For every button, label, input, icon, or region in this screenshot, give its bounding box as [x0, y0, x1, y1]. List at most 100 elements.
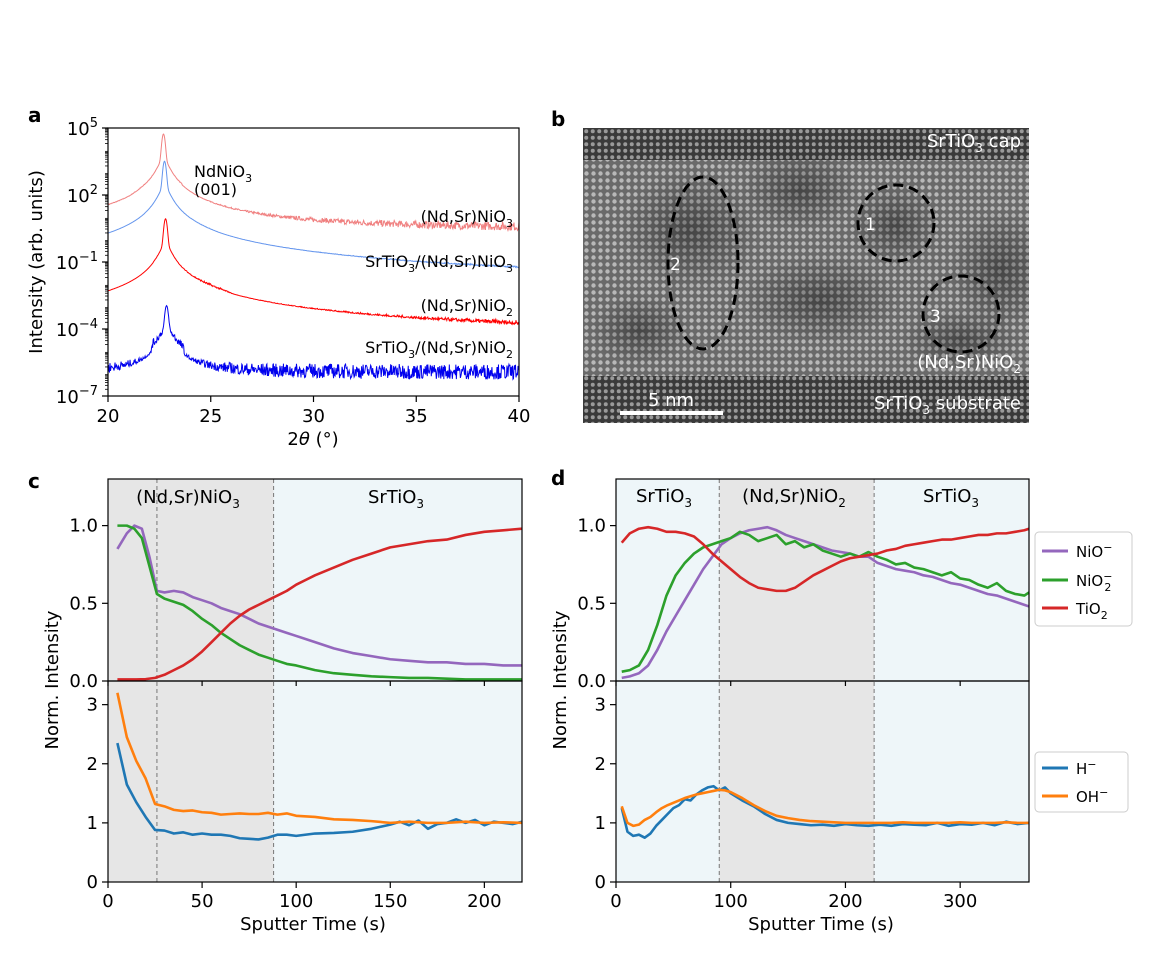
x-tick-label: 50: [191, 891, 214, 912]
panel-label-c: c: [28, 469, 40, 493]
panel-label-d: d: [551, 466, 565, 490]
x-axis-label-d: Sputter Time (s): [748, 914, 894, 935]
region-marker-1: [856, 183, 936, 263]
y-tick-label: 0.0: [577, 671, 606, 692]
y-tick-label: 0: [87, 872, 98, 893]
plot-frame-bottom: [615, 680, 1030, 883]
series-label-1: (Nd,Sr)NiO3: [421, 207, 513, 230]
series-nio2: [117, 524, 522, 681]
peak-label-line1: NdNiO3: [194, 162, 252, 185]
y-tick-label: 0.5: [577, 593, 606, 614]
series-label-3: (Nd,Sr)NiO2: [421, 296, 513, 319]
x-tick-label: 40: [508, 406, 531, 427]
xrd-series-3: [108, 217, 519, 326]
y-tick-label: 10−4: [56, 317, 98, 341]
layer-label-cap: SrTiO3 cap: [927, 131, 1021, 155]
panel-label-b: b: [551, 107, 565, 131]
x-tick-label: 25: [199, 406, 222, 427]
y-tick-label: 3: [595, 695, 606, 716]
contrast-blob: [590, 295, 690, 365]
y-tick-label: 1.0: [69, 516, 98, 537]
y-tick-label: 1: [87, 813, 98, 834]
series-tio2: [620, 525, 1030, 593]
series-nio: [116, 524, 522, 667]
x-tick-label: 30: [302, 406, 325, 427]
xrd-series-4: [108, 304, 519, 381]
y-tick-label: 10−1: [56, 250, 98, 274]
panel-label-a: a: [28, 103, 42, 127]
y-tick-label: 10−7: [56, 384, 98, 408]
region-label-d-3: SrTiO3: [923, 486, 979, 510]
y-tick-label: 0.0: [69, 671, 98, 692]
panel-b-stem-image: 1 2 3 SrTiO3 cap (Nd,Sr)NiO2 SrTiO3 subs…: [583, 128, 1029, 423]
y-axis-label-a: Intensity (arb. units): [26, 170, 47, 354]
panel-a-xrd: 20 25 30 35 40 10−7 10−4 10−1 102 105 NdNiO3 (001…: [26, 116, 530, 450]
x-tick-label: 0: [102, 891, 113, 912]
y-tick-label: 2: [87, 754, 98, 775]
contrast-blob: [950, 210, 1029, 330]
legend-bottom-d: H− OH−: [1034, 751, 1129, 813]
y-tick-label: 2: [595, 754, 606, 775]
legend-label-oh: OH−: [1076, 786, 1108, 806]
x-tick-label: 0: [610, 891, 621, 912]
region-marker-2: [666, 175, 740, 351]
x-axis-label-a: 2θ (°): [287, 429, 338, 450]
panel-d-sims: 0 100 200 300 0.0 0.5 1.0 0 1 2 3: [577, 478, 1030, 912]
contrast-blob: [850, 185, 940, 265]
legend-label-tio2: TiO2: [1075, 600, 1108, 622]
plot-frame-bottom: [107, 680, 523, 883]
axis-ticks-a: 20 25 30 35 40 10−7 10−4 10−1 102 105: [56, 116, 531, 427]
marker-label-3: 3: [930, 307, 941, 327]
contrast-blob: [900, 310, 1020, 370]
legend-top-d: NiO− NiO− 2 TiO2: [1034, 531, 1133, 627]
x-tick-label: 300: [943, 891, 977, 912]
region-label-d-1: SrTiO3: [636, 486, 692, 510]
legend-label-nio: NiO−: [1076, 541, 1112, 561]
x-tick-label: 200: [467, 891, 501, 912]
y-tick-label: 105: [67, 116, 98, 140]
y-tick-label: 0: [595, 872, 606, 893]
series-tio2: [117, 527, 523, 681]
y-tick-label: 1.0: [577, 516, 606, 537]
peak-label-line2: (001): [194, 180, 237, 199]
legend-label-h: H−: [1076, 758, 1097, 778]
layer-label-film: (Nd,Sr)NiO2: [917, 352, 1021, 376]
series-nio2: [621, 530, 1030, 673]
contrast-blob: [740, 150, 860, 230]
y-tick-label: 3: [87, 695, 98, 716]
region-marker-3: [921, 274, 1001, 354]
layer-label-substrate: SrTiO3 substrate: [874, 393, 1021, 417]
scale-bar-label: 5 nm: [648, 390, 694, 411]
series-oh: [116, 692, 523, 825]
xrd-series-1: [108, 133, 519, 233]
xrd-series-group: [108, 133, 519, 381]
series-h: [620, 784, 1030, 839]
series-label-4: SrTiO3/(Nd,Sr)NiO2: [365, 338, 513, 361]
y-tick-label: 0.5: [69, 593, 98, 614]
x-tick-label: 150: [373, 891, 407, 912]
series-oh: [620, 788, 1029, 828]
region-label-d-2: (Nd,Sr)NiO2: [742, 486, 846, 510]
contrast-blob: [620, 170, 760, 290]
series-label-2: SrTiO3/(Nd,Sr)NiO3: [365, 252, 513, 275]
x-tick-label: 100: [714, 891, 748, 912]
contrast-blob: [740, 255, 900, 345]
panel-c-sims: 0 50 100 150 200 0.0 0.5 1.0 0 1 2 3: [69, 478, 523, 912]
y-axis-label-c: Norm. Intensity: [42, 610, 63, 749]
y-tick-label: 1: [595, 813, 606, 834]
legend-label-nio2: NiO− 2: [1076, 570, 1112, 594]
x-tick-label: 20: [97, 406, 120, 427]
scale-bar: [620, 411, 723, 415]
marker-label-1: 1: [865, 215, 876, 235]
x-tick-label: 200: [828, 891, 862, 912]
y-axis-label-d: Norm. Intensity: [550, 610, 571, 749]
marker-label-2: 2: [670, 255, 681, 275]
series-nio: [621, 525, 1030, 680]
substrate-lattice: [583, 376, 1029, 423]
region-label-c-2: SrTiO3: [368, 487, 424, 511]
x-axis-label-c: Sputter Time (s): [240, 914, 386, 935]
xrd-series-2: [108, 160, 519, 269]
region-label-c-1: (Nd,Sr)NiO3: [136, 487, 240, 511]
x-tick-label: 35: [405, 406, 428, 427]
